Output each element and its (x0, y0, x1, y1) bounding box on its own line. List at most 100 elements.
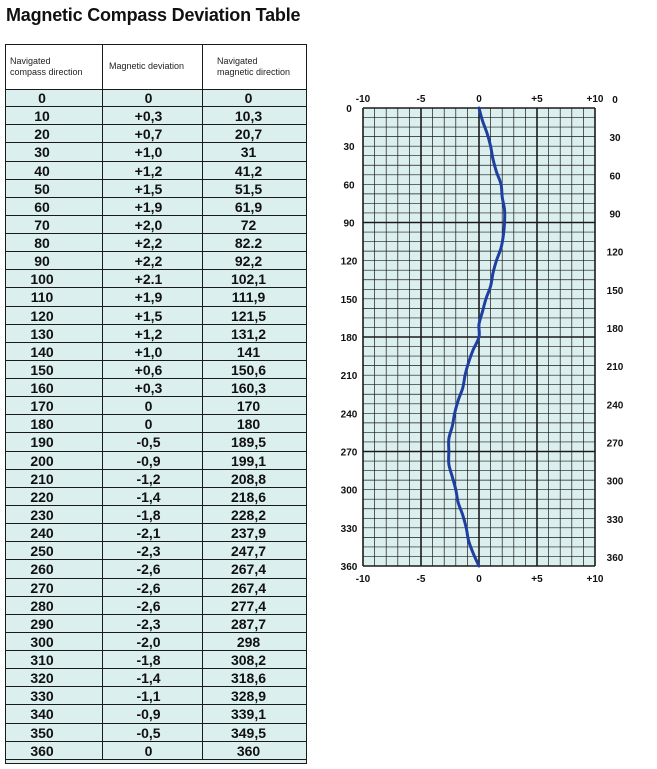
y-tick-label: 120 (341, 257, 358, 268)
compass-direction-cell: 340 (6, 705, 103, 724)
deviation-cell: +1,9 (103, 197, 203, 216)
compass-direction-cell: 140 (6, 342, 103, 361)
magnetic-direction-cell: 31 (240, 144, 257, 161)
compass-direction-cell: 120 (6, 306, 103, 325)
y-tick-label: 210 (341, 371, 358, 382)
compass-direction-cell: 280 (6, 596, 103, 615)
magnetic-direction-cell: 41,2 (234, 162, 263, 179)
compass-direction-cell: 210 (6, 469, 103, 488)
y-tick-label: 0 (346, 104, 352, 115)
y-tick-label: 120 (607, 248, 624, 259)
table-row: 60 +1,9 61,9 (6, 197, 306, 216)
magnetic-direction-cell: 349,5 (230, 724, 267, 741)
table-row: 340 -0,9 339,1 (6, 705, 306, 724)
x-tick-label: 0 (476, 574, 482, 585)
magnetic-direction-cell: 180 (236, 416, 261, 433)
deviation-cell: -2,0 (103, 632, 203, 652)
compass-direction-cell: 110 (6, 288, 103, 307)
header-magnetic-direction: Navigated magnetic direction (203, 45, 306, 89)
y-tick-label: 180 (341, 333, 358, 344)
y-tick-label: 240 (607, 400, 624, 411)
compass-direction-cell: 290 (6, 614, 103, 633)
table-row: 150 +0,6 150,6 (6, 360, 306, 380)
table-row: 120 +1,5 121,5 (6, 306, 306, 325)
table-row: 210 -1,2 208,8 (6, 469, 306, 488)
x-tick-label: -10 (356, 574, 371, 585)
magnetic-direction-cell: 267,4 (230, 561, 267, 578)
deviation-cell: +1,0 (103, 342, 203, 361)
y-tick-label: 90 (343, 219, 355, 230)
x-tick-label: +5 (531, 94, 543, 105)
magnetic-direction-cell: 199,1 (230, 452, 267, 469)
table-row: 350 -0,5 349,5 (6, 723, 306, 742)
compass-direction-cell: 260 (6, 560, 103, 579)
table-row: 160 +0,3 160,3 (6, 379, 306, 398)
deviation-cell: -2,6 (103, 560, 203, 579)
deviation-cell: 0 (103, 397, 203, 416)
table-row: 30 +1,0 31 (6, 143, 306, 162)
magnetic-direction-cell: 111,9 (231, 289, 266, 306)
header-label: Navigated magnetic direction (217, 55, 291, 77)
deviation-cell: +2.1 (103, 270, 203, 289)
table-row: 310 -1,8 308,2 (6, 651, 306, 670)
tick-labels: -10 -10 -5 -5 0 0 +5 +5 +10 +10 0 0 30 30 60 60 90 90 120 1… (341, 94, 624, 585)
table-row: 300 -2,0 298 (6, 632, 306, 652)
compass-direction-cell: 170 (6, 397, 103, 416)
magnetic-direction-cell: 339,1 (230, 706, 267, 723)
deviation-cell: +0,3 (103, 379, 203, 398)
header-label: Navigated compass direction (10, 55, 83, 77)
deviation-cell: -1,4 (103, 669, 203, 688)
magnetic-direction-cell: 102,1 (230, 271, 267, 288)
deviation-cell: +0,7 (103, 125, 203, 144)
deviation-cell: -0,9 (103, 451, 203, 470)
table-row: 270 -2,6 267,4 (6, 578, 306, 597)
x-tick-label: 0 (476, 94, 482, 105)
table-row: 220 -1,4 218,6 (6, 487, 306, 506)
table-row: 40 +1,2 41,2 (6, 161, 306, 180)
deviation-cell: -2,1 (103, 524, 203, 543)
y-tick-label: 210 (607, 362, 624, 373)
compass-direction-cell: 60 (6, 197, 103, 216)
compass-direction-cell: 240 (6, 524, 103, 543)
deviation-cell: +0,3 (103, 107, 203, 126)
x-tick-label: -5 (417, 574, 426, 585)
compass-direction-cell: 100 (6, 270, 103, 289)
header-magnetic-deviation: Magnetic deviation (103, 45, 203, 89)
magnetic-direction-cell: 360 (236, 742, 261, 759)
deviation-cell: +1,2 (103, 161, 203, 180)
compass-direction-cell: 40 (6, 161, 103, 180)
table-row: 70 +2,0 72 (6, 215, 306, 235)
table-row: 180 0 180 (6, 415, 306, 434)
deviation-cell: -1,2 (103, 469, 203, 488)
magnetic-direction-cell: 131,2 (230, 325, 267, 342)
magnetic-direction-cell: 121,5 (230, 307, 267, 324)
y-tick-label: 270 (341, 448, 358, 459)
table-row: 90 +2,2 92,2 (6, 252, 306, 271)
compass-direction-cell: 270 (6, 578, 103, 597)
magnetic-direction-cell: 150,6 (230, 361, 267, 378)
header-compass-direction: Navigated compass direction (6, 45, 103, 89)
deviation-cell: -2,6 (103, 596, 203, 615)
table-row: 20 +0,7 20,7 (6, 125, 306, 144)
y-tick-label: 150 (607, 286, 624, 297)
deviation-cell: +1,5 (103, 306, 203, 325)
compass-direction-cell: 80 (6, 234, 103, 253)
magnetic-direction-cell: 277,4 (230, 597, 267, 614)
table-row: 290 -2,3 287,7 (6, 614, 306, 633)
magnetic-direction-cell: 160,3 (230, 380, 267, 397)
magnetic-direction-cell: 0 (244, 90, 253, 106)
y-tick-label: 90 (609, 210, 621, 221)
y-tick-label: 60 (609, 171, 621, 182)
table-row: 130 +1,2 131,2 (6, 324, 306, 343)
magnetic-direction-cell: 318,6 (230, 670, 267, 687)
y-tick-label: 30 (609, 133, 621, 144)
compass-direction-cell: 360 (6, 741, 103, 760)
magnetic-direction-cell: 170 (236, 398, 261, 415)
compass-direction-cell: 220 (6, 487, 103, 506)
x-tick-label: +10 (587, 94, 604, 105)
compass-direction-cell: 190 (6, 433, 103, 452)
deviation-cell: -1,8 (103, 505, 203, 525)
compass-direction-cell: 320 (6, 669, 103, 688)
deviation-cell: +1,0 (103, 143, 203, 162)
